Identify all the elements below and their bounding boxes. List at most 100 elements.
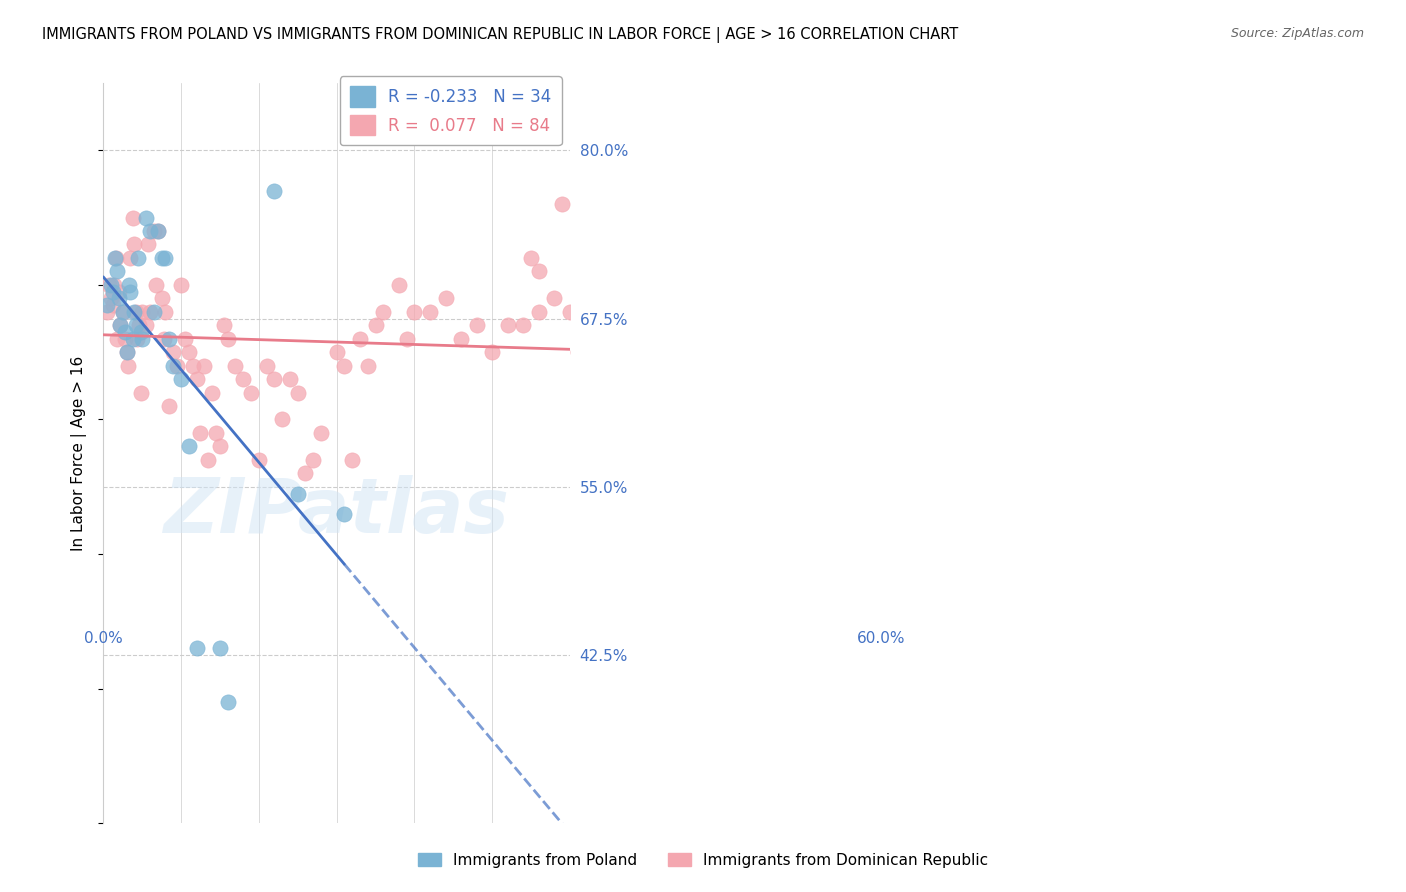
Point [153, 332, 176, 346]
Point [591, 493, 613, 508]
Point [131, 305, 153, 319]
Point [96, 298, 118, 312]
Point [101, 298, 124, 312]
Point [208, 641, 231, 656]
Point [364, 318, 387, 333]
Point [150, 291, 173, 305]
Point [120, 251, 142, 265]
Point [162, 359, 184, 373]
Text: Source: ZipAtlas.com: Source: ZipAtlas.com [1230, 27, 1364, 40]
Point [138, 237, 160, 252]
Point [131, 332, 153, 346]
Point [247, 453, 270, 467]
Point [101, 285, 124, 299]
Point [105, 332, 128, 346]
Legend: R = -0.233   N = 34, R =  0.077   N = 84: R = -0.233 N = 34, R = 0.077 N = 84 [340, 77, 561, 145]
Point [174, 332, 197, 346]
Point [520, 251, 543, 265]
Point [465, 318, 488, 333]
Legend: Immigrants from Poland, Immigrants from Dominican Republic: Immigrants from Poland, Immigrants from … [411, 845, 995, 875]
Point [129, 325, 152, 339]
Y-axis label: In Labor Force | Age > 16: In Labor Force | Age > 16 [72, 356, 87, 550]
Point [263, 372, 285, 386]
Point [201, 385, 224, 400]
Point [224, 359, 246, 373]
Point [150, 251, 173, 265]
Point [146, 224, 169, 238]
Point [527, 305, 550, 319]
Point [157, 399, 180, 413]
Point [574, 332, 596, 346]
Point [114, 332, 136, 346]
Point [205, 425, 228, 440]
Point [256, 359, 278, 373]
Point [104, 251, 127, 265]
Point [388, 277, 411, 292]
Point [170, 372, 193, 386]
Point [142, 305, 165, 319]
Point [118, 277, 141, 292]
Point [129, 385, 152, 400]
Point [404, 305, 426, 319]
Point [157, 332, 180, 346]
Point [263, 184, 285, 198]
Point [287, 385, 309, 400]
Point [240, 385, 263, 400]
Point [107, 291, 129, 305]
Point [111, 305, 134, 319]
Point [419, 305, 441, 319]
Point [96, 305, 118, 319]
Point [170, 277, 193, 292]
Point [208, 439, 231, 453]
Point [193, 359, 215, 373]
Point [121, 332, 143, 346]
Point [110, 318, 132, 333]
Point [105, 264, 128, 278]
Point [107, 285, 129, 299]
Point [181, 359, 204, 373]
Text: 0.0%: 0.0% [84, 631, 122, 646]
Point [527, 264, 550, 278]
Point [139, 224, 162, 238]
Point [128, 318, 150, 333]
Point [121, 211, 143, 225]
Point [162, 345, 184, 359]
Point [434, 291, 457, 305]
Point [232, 372, 254, 386]
Point [111, 305, 134, 319]
Point [103, 277, 125, 292]
Point [395, 332, 418, 346]
Point [146, 224, 169, 238]
Point [357, 359, 380, 373]
Point [145, 277, 167, 292]
Point [543, 291, 565, 305]
Point [142, 224, 165, 238]
Point [217, 332, 239, 346]
Point [135, 211, 157, 225]
Point [212, 318, 235, 333]
Point [114, 325, 136, 339]
Point [567, 345, 589, 359]
Point [197, 453, 219, 467]
Point [309, 425, 332, 440]
Point [450, 332, 472, 346]
Point [294, 467, 316, 481]
Point [333, 507, 356, 521]
Point [124, 305, 146, 319]
Point [120, 285, 142, 299]
Point [271, 412, 294, 426]
Point [551, 197, 574, 211]
Point [117, 359, 139, 373]
Text: 60.0%: 60.0% [858, 631, 905, 646]
Point [496, 318, 519, 333]
Point [139, 305, 162, 319]
Point [190, 425, 212, 440]
Point [115, 345, 138, 359]
Point [512, 318, 534, 333]
Point [325, 345, 347, 359]
Point [155, 251, 177, 265]
Point [186, 372, 208, 386]
Point [100, 291, 122, 305]
Point [135, 318, 157, 333]
Point [302, 453, 325, 467]
